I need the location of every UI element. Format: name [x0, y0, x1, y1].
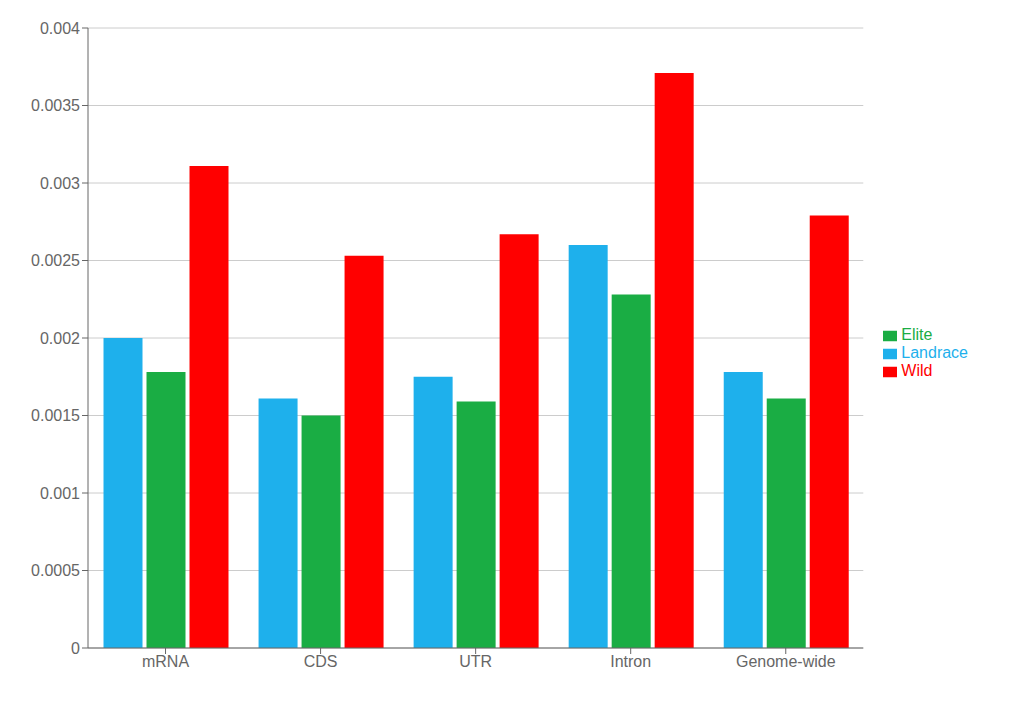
- svg-text:Genome-wide: Genome-wide: [736, 653, 836, 670]
- svg-text:0: 0: [71, 640, 80, 657]
- svg-text:mRNA: mRNA: [142, 653, 189, 670]
- svg-text:0.0025: 0.0025: [31, 252, 80, 269]
- svg-text:0.001: 0.001: [40, 485, 80, 502]
- svg-text:UTR: UTR: [459, 653, 492, 670]
- svg-text:0.0035: 0.0035: [31, 97, 80, 114]
- svg-text:CDS: CDS: [304, 653, 338, 670]
- svg-text:0.0005: 0.0005: [31, 562, 80, 579]
- svg-text:0.004: 0.004: [40, 20, 80, 37]
- svg-text:0.0015: 0.0015: [31, 407, 80, 424]
- html-text:Wild: Wild: [901, 362, 933, 379]
- html-text:Elite: Elite: [901, 326, 933, 343]
- svg-text:Intron: Intron: [610, 653, 651, 670]
- svg-text:0.002: 0.002: [40, 330, 80, 347]
- svg-text:0.003: 0.003: [40, 175, 80, 192]
- html-text:Landrace: Landrace: [901, 344, 968, 361]
